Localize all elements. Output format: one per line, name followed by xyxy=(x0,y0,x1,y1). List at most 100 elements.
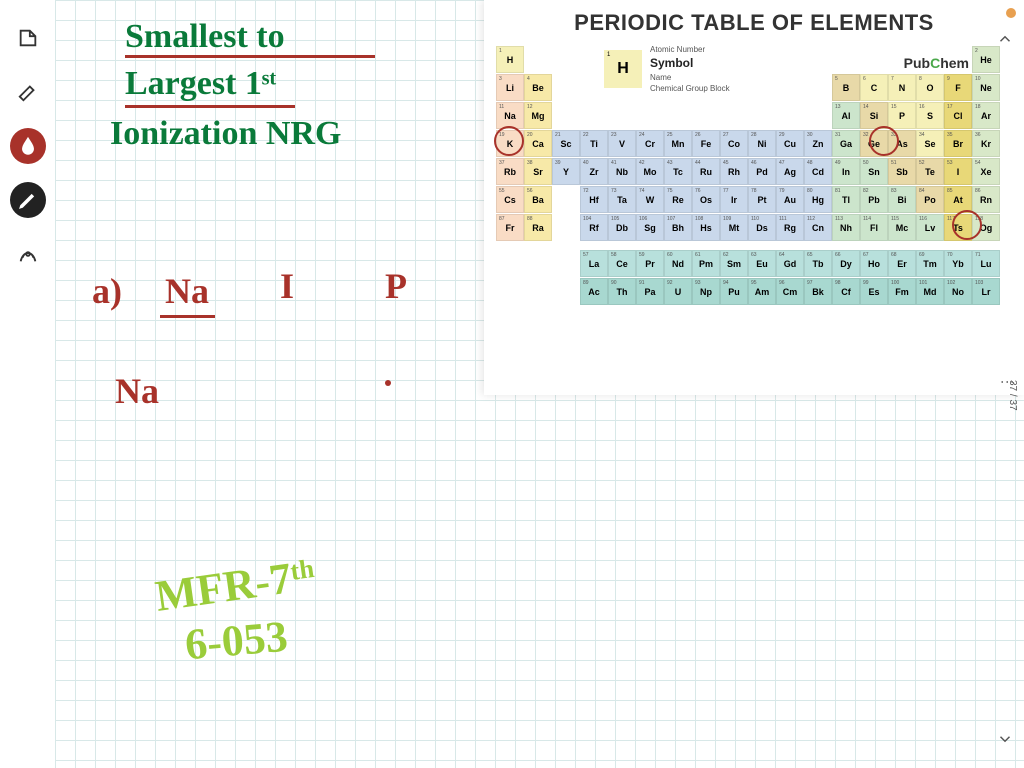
element-Ti[interactable]: 22Ti xyxy=(580,130,608,157)
element-B[interactable]: 5B xyxy=(832,74,860,101)
element-Lv[interactable]: 116Lv xyxy=(916,214,944,241)
element-Sg[interactable]: 106Sg xyxy=(636,214,664,241)
cast-tool[interactable] xyxy=(10,236,46,272)
element-Og[interactable]: 118Og xyxy=(972,214,1000,241)
element-Fr[interactable]: 87Fr xyxy=(496,214,524,241)
element-Md[interactable]: 101Md xyxy=(916,278,944,305)
element-Co[interactable]: 27Co xyxy=(720,130,748,157)
element-Be[interactable]: 4Be xyxy=(524,74,552,101)
element-Li[interactable]: 3Li xyxy=(496,74,524,101)
element-Ta[interactable]: 73Ta xyxy=(608,186,636,213)
element-Fl[interactable]: 114Fl xyxy=(860,214,888,241)
element-Pu[interactable]: 94Pu xyxy=(720,278,748,305)
element-Pa[interactable]: 91Pa xyxy=(636,278,664,305)
element-Rf[interactable]: 104Rf xyxy=(580,214,608,241)
element-Tl[interactable]: 81Tl xyxy=(832,186,860,213)
element-Xe[interactable]: 54Xe xyxy=(972,158,1000,185)
element-At[interactable]: 85At xyxy=(944,186,972,213)
element-Ce[interactable]: 58Ce xyxy=(608,250,636,277)
element-Au[interactable]: 79Au xyxy=(776,186,804,213)
element-In[interactable]: 49In xyxy=(832,158,860,185)
element-Se[interactable]: 34Se xyxy=(916,130,944,157)
element-Y[interactable]: 39Y xyxy=(552,158,580,185)
element-Nh[interactable]: 113Nh xyxy=(832,214,860,241)
element-Tm[interactable]: 69Tm xyxy=(916,250,944,277)
element-Ag[interactable]: 47Ag xyxy=(776,158,804,185)
element-K[interactable]: 19K xyxy=(496,130,524,157)
element-Fm[interactable]: 100Fm xyxy=(888,278,916,305)
element-Bk[interactable]: 97Bk xyxy=(804,278,832,305)
ink-tool[interactable] xyxy=(10,128,46,164)
element-Dy[interactable]: 66Dy xyxy=(832,250,860,277)
element-Gd[interactable]: 64Gd xyxy=(776,250,804,277)
element-Sm[interactable]: 62Sm xyxy=(720,250,748,277)
element-Th[interactable]: 90Th xyxy=(608,278,636,305)
element-O[interactable]: 8O xyxy=(916,74,944,101)
element-Rh[interactable]: 45Rh xyxy=(720,158,748,185)
element-Bi[interactable]: 83Bi xyxy=(888,186,916,213)
element-Nd[interactable]: 60Nd xyxy=(664,250,692,277)
element-Bh[interactable]: 107Bh xyxy=(664,214,692,241)
element-Ac[interactable]: 89Ac xyxy=(580,278,608,305)
element-Ca[interactable]: 20Ca xyxy=(524,130,552,157)
element-Re[interactable]: 75Re xyxy=(664,186,692,213)
element-Mn[interactable]: 25Mn xyxy=(664,130,692,157)
element-Hs[interactable]: 108Hs xyxy=(692,214,720,241)
element-V[interactable]: 23V xyxy=(608,130,636,157)
pen-tool[interactable] xyxy=(10,182,46,218)
element-Mo[interactable]: 42Mo xyxy=(636,158,664,185)
element-Zn[interactable]: 30Zn xyxy=(804,130,832,157)
element-Mg[interactable]: 12Mg xyxy=(524,102,552,129)
element-Eu[interactable]: 63Eu xyxy=(748,250,776,277)
element-Mc[interactable]: 115Mc xyxy=(888,214,916,241)
element-Os[interactable]: 76Os xyxy=(692,186,720,213)
element-Ts[interactable]: 117Ts xyxy=(944,214,972,241)
element-P[interactable]: 15P xyxy=(888,102,916,129)
element-Pd[interactable]: 46Pd xyxy=(748,158,776,185)
element-Ba[interactable]: 56Ba xyxy=(524,186,552,213)
element-Cn[interactable]: 112Cn xyxy=(804,214,832,241)
element-Sr[interactable]: 38Sr xyxy=(524,158,552,185)
element-Ni[interactable]: 28Ni xyxy=(748,130,776,157)
element-Es[interactable]: 99Es xyxy=(860,278,888,305)
element-Sb[interactable]: 51Sb xyxy=(888,158,916,185)
element-Pt[interactable]: 78Pt xyxy=(748,186,776,213)
element-Np[interactable]: 93Np xyxy=(692,278,720,305)
element-Ir[interactable]: 77Ir xyxy=(720,186,748,213)
element-Ge[interactable]: 32Ge xyxy=(860,130,888,157)
element-Zr[interactable]: 40Zr xyxy=(580,158,608,185)
element-I[interactable]: 53I xyxy=(944,158,972,185)
element-Al[interactable]: 13Al xyxy=(832,102,860,129)
element-Nb[interactable]: 41Nb xyxy=(608,158,636,185)
element-Sn[interactable]: 50Sn xyxy=(860,158,888,185)
element-F[interactable]: 9F xyxy=(944,74,972,101)
element-Rn[interactable]: 86Rn xyxy=(972,186,1000,213)
element-Cm[interactable]: 96Cm xyxy=(776,278,804,305)
element-Pb[interactable]: 82Pb xyxy=(860,186,888,213)
element-Ho[interactable]: 67Ho xyxy=(860,250,888,277)
element-Si[interactable]: 14Si xyxy=(860,102,888,129)
element-Br[interactable]: 35Br xyxy=(944,130,972,157)
element-La[interactable]: 57La xyxy=(580,250,608,277)
element-Sc[interactable]: 21Sc xyxy=(552,130,580,157)
element-Mt[interactable]: 109Mt xyxy=(720,214,748,241)
element-Cf[interactable]: 98Cf xyxy=(832,278,860,305)
element-Rb[interactable]: 37Rb xyxy=(496,158,524,185)
element-Ga[interactable]: 31Ga xyxy=(832,130,860,157)
element-Tb[interactable]: 65Tb xyxy=(804,250,832,277)
element-Te[interactable]: 52Te xyxy=(916,158,944,185)
element-C[interactable]: 6C xyxy=(860,74,888,101)
element-Tc[interactable]: 43Tc xyxy=(664,158,692,185)
eraser-tool[interactable] xyxy=(10,74,46,110)
element-Hg[interactable]: 80Hg xyxy=(804,186,832,213)
element-Db[interactable]: 105Db xyxy=(608,214,636,241)
element-Cs[interactable]: 55Cs xyxy=(496,186,524,213)
element-Lr[interactable]: 103Lr xyxy=(972,278,1000,305)
periodic-table-panel[interactable]: PERIODIC TABLE OF ELEMENTS PubChem 1 H A… xyxy=(484,0,1024,395)
element-Hf[interactable]: 72Hf xyxy=(580,186,608,213)
element-S[interactable]: 16S xyxy=(916,102,944,129)
chevron-up-icon[interactable] xyxy=(996,30,1014,53)
canvas[interactable]: Smallest to Largest 1ˢᵗ Ionization NRG a… xyxy=(55,0,1024,768)
element-Yb[interactable]: 70Yb xyxy=(944,250,972,277)
element-Cl[interactable]: 17Cl xyxy=(944,102,972,129)
